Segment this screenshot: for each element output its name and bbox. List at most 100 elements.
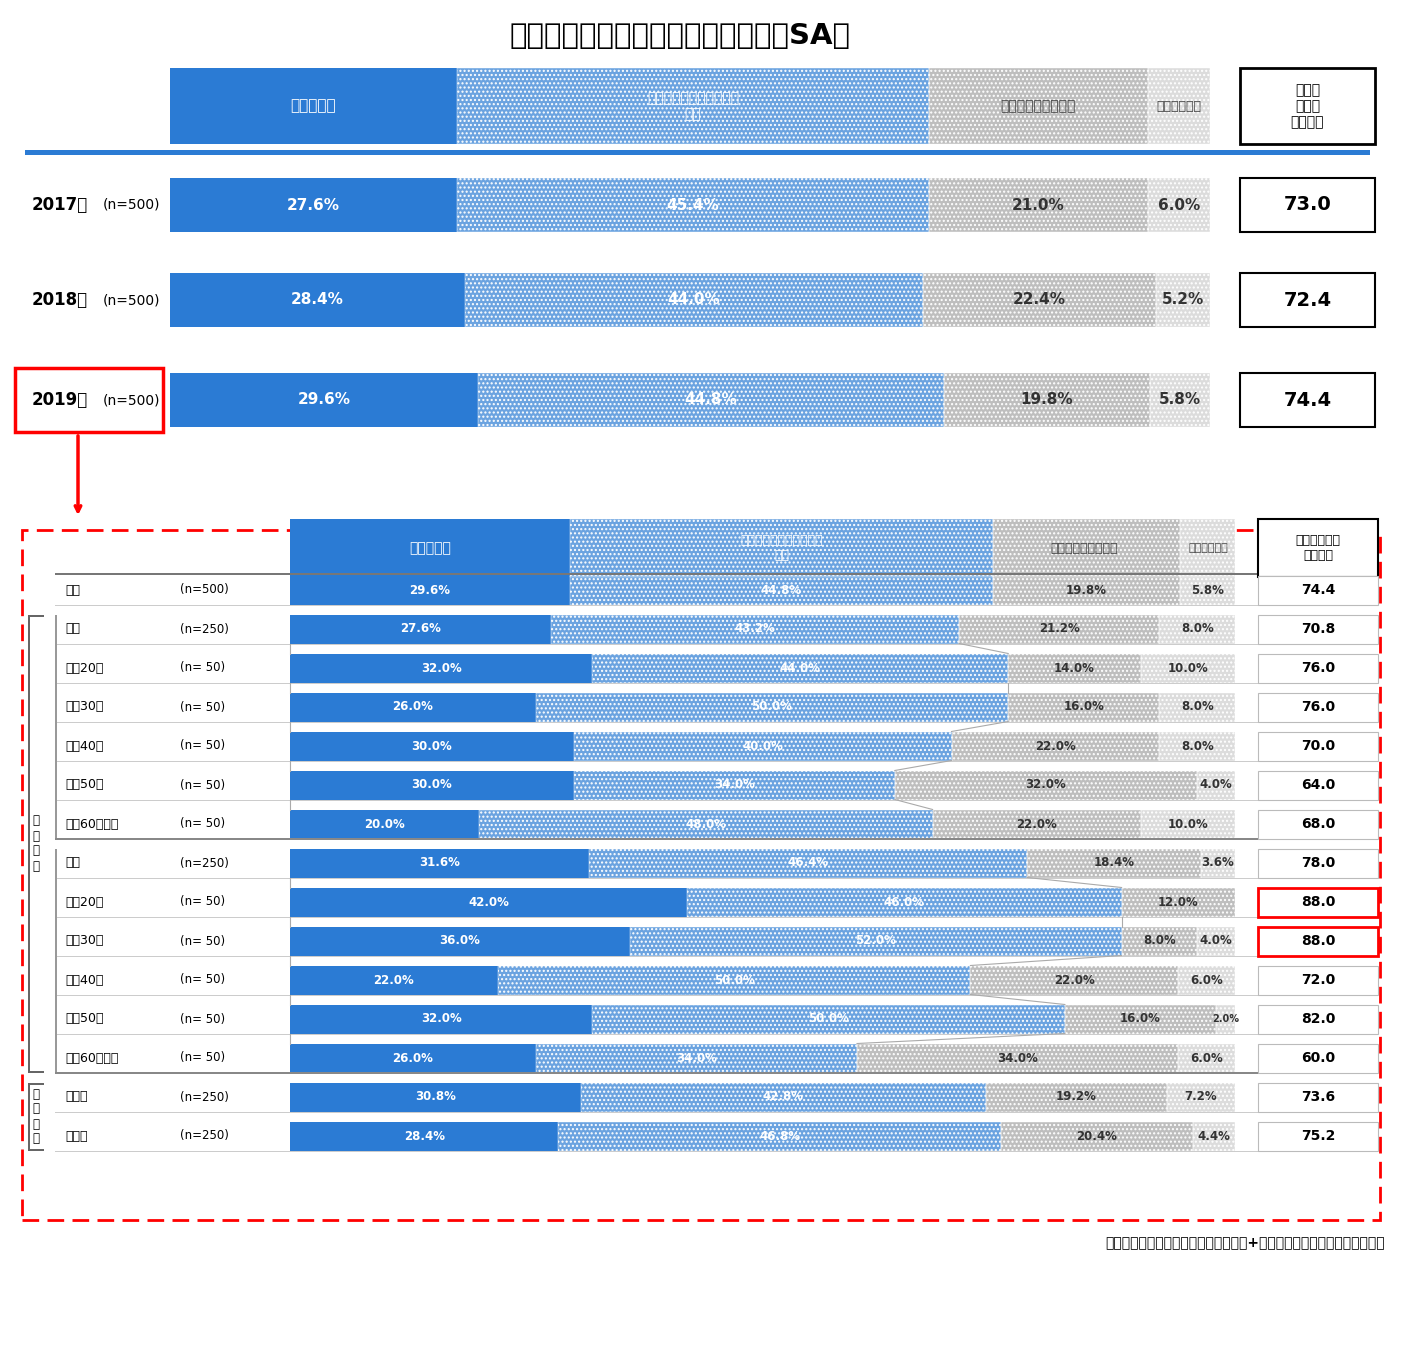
Bar [290,692,536,721]
Bar [630,926,1121,955]
Bar [55,1073,1378,1074]
Text: 20.0%: 20.0% [364,818,405,830]
Bar [857,1044,1179,1073]
Bar [55,614,1378,643]
Bar [28,1082,30,1150]
Bar [1141,810,1235,839]
Bar [1121,926,1197,955]
Bar [943,373,1149,427]
Bar [1148,68,1210,144]
Text: 48.0%: 48.0% [685,818,726,830]
Bar [952,732,1159,761]
Text: 30.8%: 30.8% [415,1090,455,1104]
Text: 44.8%: 44.8% [761,584,802,596]
Text: 50.0%: 50.0% [808,1012,849,1026]
Bar [1159,614,1235,643]
Bar [1258,848,1378,877]
Bar [1149,373,1210,427]
Text: 12.0%: 12.0% [1158,896,1198,908]
Bar [171,178,457,233]
Bar [25,150,1371,155]
Bar [857,1044,1179,1073]
Bar [1159,692,1235,721]
Bar [171,373,478,427]
Text: 19.2%: 19.2% [1056,1090,1097,1104]
Text: 6.0%: 6.0% [1158,197,1200,212]
Text: 42.8%: 42.8% [763,1090,804,1104]
Text: 5.2%: 5.2% [1162,293,1204,308]
Bar [55,692,1378,721]
Bar [952,732,1159,761]
Text: 男性40代: 男性40代 [65,740,103,752]
Bar [1215,1004,1235,1033]
Bar [1258,576,1378,605]
Text: 性
年
代
別: 性 年 代 別 [32,814,39,873]
Bar [959,614,1159,643]
Bar [55,1004,1378,1033]
Bar [929,178,1148,233]
Bar [55,576,1378,605]
Bar [28,1071,44,1073]
Text: 8.0%: 8.0% [1180,622,1214,636]
Bar [1179,966,1235,995]
Bar [993,576,1180,605]
Text: どちらかといえば感じて
いる: どちらかといえば感じて いる [740,534,822,562]
Text: 8.0%: 8.0% [1180,700,1214,714]
Text: 4.4%: 4.4% [1197,1130,1231,1142]
Bar [290,576,570,605]
Bar [929,68,1148,144]
Text: 70.0: 70.0 [1301,739,1335,752]
Bar [1258,654,1378,683]
Bar [1121,888,1235,917]
Text: 50.0%: 50.0% [713,974,754,986]
Bar [1179,1044,1235,1073]
Text: 女性30代: 女性30代 [65,934,103,948]
Text: 16.0%: 16.0% [1063,700,1104,714]
Text: 34.0%: 34.0% [713,778,754,792]
Text: 女性60代以上: 女性60代以上 [65,1052,118,1064]
Text: (n=250): (n=250) [180,856,228,870]
Text: 3.6%: 3.6% [1201,856,1234,870]
Bar [551,614,959,643]
Text: 女性20代: 女性20代 [65,896,103,908]
Text: あまり感じていない: あまり感じていない [1050,542,1118,554]
Text: 26.0%: 26.0% [392,1052,433,1064]
Text: 14.0%: 14.0% [1053,662,1094,674]
Bar [536,692,1008,721]
Bar [55,614,56,839]
Text: 不安を
感じて
いる・計: 不安を 感じて いる・計 [1290,83,1324,129]
Bar [1026,848,1201,877]
Text: 70.8: 70.8 [1301,622,1335,636]
Text: 28.4%: 28.4% [292,293,344,308]
Bar [457,68,929,144]
Text: 27.6%: 27.6% [400,622,441,636]
Text: 68.0: 68.0 [1301,817,1335,830]
Text: どちらかといえば感じて
いる: どちらかといえば感じて いる [647,90,739,122]
Text: 27.6%: 27.6% [288,197,340,212]
Text: 32.0%: 32.0% [420,662,461,674]
Text: 74.4: 74.4 [1301,583,1335,596]
Text: 21.0%: 21.0% [1012,197,1065,212]
Bar [465,274,924,327]
Bar [1008,692,1159,721]
Bar [55,848,56,1073]
Text: 50.0%: 50.0% [752,700,792,714]
Text: 6.0%: 6.0% [1190,1052,1222,1064]
Text: 22.0%: 22.0% [1017,818,1058,830]
Bar [592,654,1008,683]
Bar [1167,1082,1235,1111]
Bar [1258,1082,1378,1111]
Text: 2017年: 2017年 [32,196,89,213]
Text: 72.4: 72.4 [1283,290,1331,309]
Bar [1179,966,1235,995]
Text: (n= 50): (n= 50) [180,740,226,752]
Bar [28,1082,44,1085]
Text: 26.0%: 26.0% [392,700,433,714]
Bar [592,1004,1065,1033]
Text: 78.0: 78.0 [1301,856,1335,870]
Bar [1258,692,1378,721]
Text: 22.0%: 22.0% [1053,974,1094,986]
Bar [558,1122,1001,1150]
Bar [1179,1044,1235,1073]
Bar [465,274,924,327]
